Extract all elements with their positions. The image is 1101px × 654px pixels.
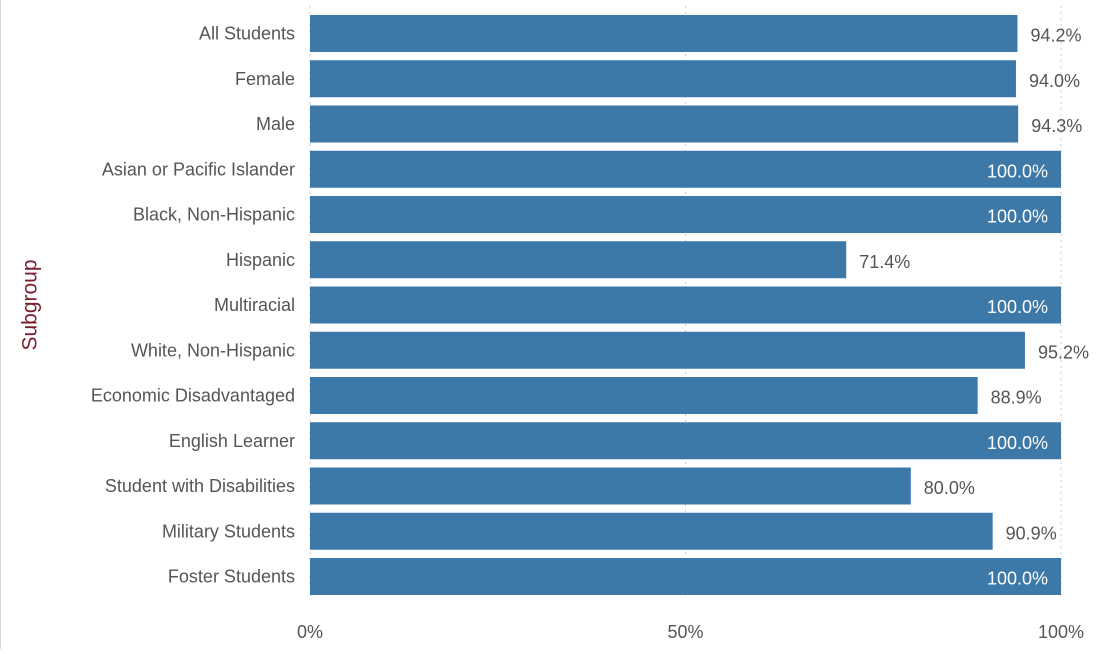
category-label: Foster Students: [168, 567, 295, 587]
bar: [310, 422, 1061, 460]
category-label: Asian or Pacific Islander: [102, 159, 295, 179]
value-label: 94.0%: [1029, 71, 1080, 91]
bar: [310, 286, 1061, 324]
label-layer: All Students 94.2% Female 94.0% Male 94.3% Asi…: [91, 24, 1089, 589]
category-label: English Learner: [169, 431, 295, 451]
bar: [310, 331, 1025, 369]
value-label: 90.9%: [1006, 523, 1057, 543]
axis-layer: 0% 50% 100%: [297, 622, 1084, 642]
bar: [310, 60, 1016, 98]
value-label: 100.0%: [987, 569, 1048, 589]
category-label: Male: [256, 114, 295, 134]
category-label: Economic Disadvantaged: [91, 386, 295, 406]
category-label: Black, Non-Hispanic: [133, 205, 295, 225]
bar: [310, 467, 911, 505]
bar: [310, 512, 993, 550]
bar: [310, 241, 847, 279]
value-label: 100.0%: [987, 161, 1048, 181]
value-label: 71.4%: [859, 252, 910, 272]
bar: [310, 15, 1018, 52]
bar: [310, 377, 978, 414]
y-axis-title: Subgroup: [19, 259, 42, 350]
category-label: Military Students: [162, 521, 295, 541]
category-label: Hispanic: [226, 250, 295, 270]
category-label: All Students: [199, 24, 295, 44]
value-label: 88.9%: [991, 388, 1042, 408]
category-label: Female: [235, 69, 295, 89]
value-label: 100.0%: [987, 433, 1048, 453]
value-label: 94.3%: [1031, 116, 1082, 136]
value-label: 94.2%: [1030, 26, 1081, 46]
value-label: 80.0%: [924, 478, 975, 498]
x-tick-label: 50%: [667, 622, 703, 642]
x-tick-label: 0%: [297, 622, 323, 642]
value-label: 95.2%: [1038, 342, 1089, 362]
category-label: White, Non-Hispanic: [131, 340, 295, 360]
x-tick-label: 100%: [1038, 622, 1084, 642]
value-label: 100.0%: [987, 297, 1048, 317]
bar: [310, 196, 1061, 233]
bar: [310, 150, 1061, 188]
category-label: Student with Disabilities: [105, 476, 295, 496]
value-label: 100.0%: [987, 207, 1048, 227]
bar: [310, 105, 1019, 143]
bar: [310, 558, 1061, 595]
category-label: Multiracial: [214, 295, 295, 315]
bar-layer: [310, 15, 1061, 595]
